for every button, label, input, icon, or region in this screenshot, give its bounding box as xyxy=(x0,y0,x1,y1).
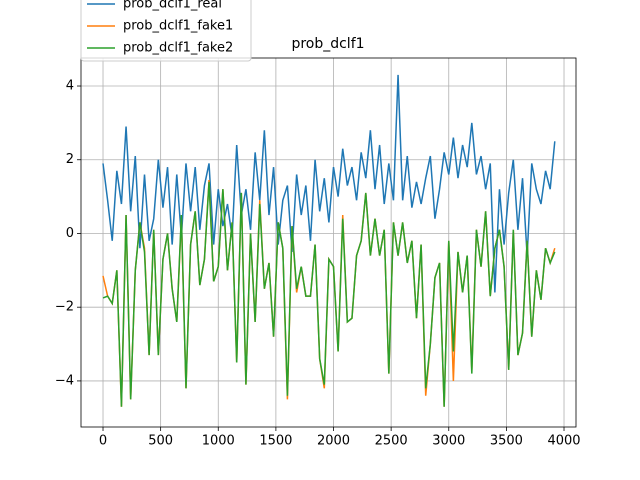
series-line xyxy=(102,181,556,407)
plot-frame xyxy=(80,57,577,428)
y-tick-label: 2 xyxy=(66,152,74,167)
y-tick-label: 4 xyxy=(66,79,74,94)
x-tick-label: 500 xyxy=(148,434,173,449)
legend-label: prob_dclf1_fake2 xyxy=(123,41,233,56)
x-tick-label: 2000 xyxy=(317,434,350,449)
y-tick-label: −2 xyxy=(55,300,74,315)
legend-label: prob_dclf1_real xyxy=(123,0,222,12)
series-line xyxy=(102,74,556,293)
y-tick-label: 0 xyxy=(66,226,74,241)
chart-title: prob_dclf1 xyxy=(291,36,364,52)
x-tick-label: 1000 xyxy=(202,434,235,449)
x-tick-label: 2500 xyxy=(375,434,408,449)
x-tick-label: 3500 xyxy=(490,434,523,449)
x-tick-label: 3000 xyxy=(432,434,465,449)
x-tick-label: 1500 xyxy=(259,434,292,449)
x-tick-label: 0 xyxy=(99,434,107,449)
legend-box xyxy=(80,0,252,62)
legend-label: prob_dclf1_fake1 xyxy=(123,19,233,34)
x-tick-label: 4000 xyxy=(547,434,580,449)
y-tick-label: −4 xyxy=(55,373,74,388)
